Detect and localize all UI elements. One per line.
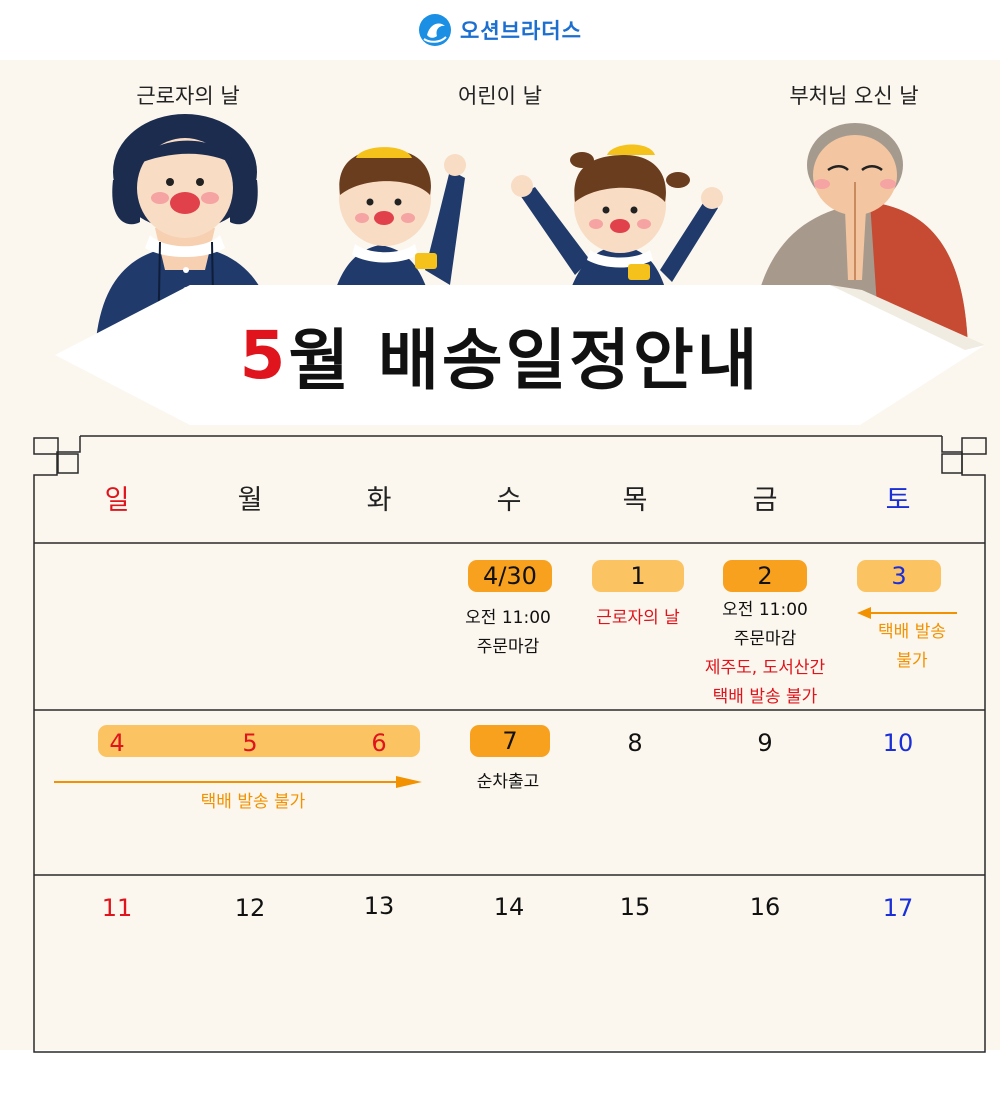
date-15[interactable]: 15	[619, 893, 651, 921]
brand-logo[interactable]: 오션브라더스	[0, 10, 1000, 50]
weekday-sat: 토	[885, 485, 911, 516]
header: 오션브라더스	[0, 0, 1000, 60]
note-2-time: 오전 11:00	[722, 600, 808, 620]
note-7-sequential: 순차출고	[476, 772, 540, 792]
date-pill-1[interactable]: 1	[592, 560, 684, 592]
weekday-mon: 월	[237, 485, 263, 516]
date-14[interactable]: 14	[493, 893, 525, 921]
date-pill-2[interactable]: 2	[723, 560, 807, 592]
holiday-label-buddha-day: 부처님 오신 날	[789, 84, 919, 108]
weekday-wed: 수	[496, 485, 522, 516]
date-4[interactable]: 4	[109, 729, 125, 757]
date-13[interactable]: 13	[363, 892, 395, 920]
date-5[interactable]: 5	[242, 729, 258, 757]
calendar-frame	[33, 435, 987, 1053]
weekday-fri: 금	[752, 485, 778, 516]
date-10[interactable]: 10	[882, 729, 914, 757]
note-3-no-delivery: 택배 발송	[878, 622, 946, 642]
weekday-tue: 화	[366, 485, 392, 516]
note-4-30-time: 오전 11:00	[465, 608, 551, 628]
date-17[interactable]: 17	[882, 894, 914, 922]
date-11[interactable]: 11	[101, 894, 133, 922]
date-8[interactable]: 8	[627, 729, 643, 757]
note-2-no-delivery: 택배 발송 불가	[712, 687, 818, 707]
date-9[interactable]: 9	[757, 729, 773, 757]
date-12[interactable]: 12	[234, 894, 266, 922]
date-range-pill[interactable]	[98, 725, 420, 757]
note-4-30-cutoff: 주문마감	[476, 637, 540, 657]
holiday-label-labor-day: 근로자의 날	[136, 84, 240, 108]
note-2-cutoff: 주문마감	[733, 629, 797, 649]
weekday-sun: 일	[104, 485, 130, 516]
date-pill-4-30[interactable]: 4/30	[468, 560, 552, 592]
brand-name: 오션브라더스	[460, 19, 582, 43]
weekday-thu: 목	[622, 485, 648, 516]
note-4-6-no-delivery: 택배 발송 불가	[200, 792, 306, 812]
note-3-no-delivery-2: 불가	[896, 651, 928, 671]
wave-logo-icon	[419, 14, 452, 46]
arrow-left-icon	[857, 607, 957, 619]
date-pill-3[interactable]: 3	[857, 560, 941, 592]
girl-illustration	[511, 144, 723, 350]
note-2-jeju: 제주도, 도서산간	[704, 658, 826, 678]
arrow-right-icon	[54, 776, 422, 788]
date-pill-7[interactable]: 7	[470, 725, 550, 757]
date-6[interactable]: 6	[371, 729, 387, 757]
title-banner	[55, 285, 985, 425]
holiday-label-children-day: 어린이 날	[458, 84, 542, 108]
note-1-labor-day: 근로자의 날	[596, 608, 680, 628]
date-16[interactable]: 16	[749, 893, 781, 921]
